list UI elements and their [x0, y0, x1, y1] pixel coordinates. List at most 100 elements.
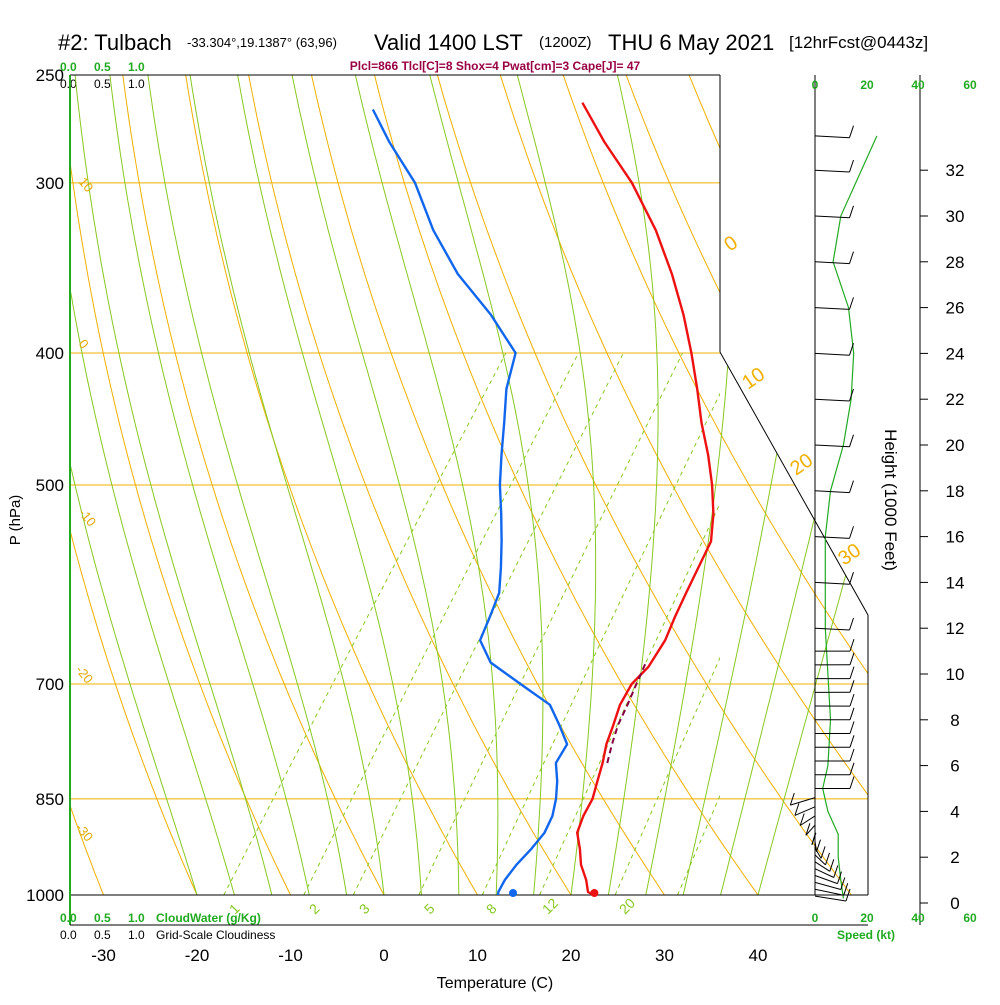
speed-tick-bottom-20: 20 [860, 911, 874, 925]
isobar-lines [70, 75, 868, 895]
wind-barb [815, 628, 850, 630]
speed-tick-top-60: 60 [963, 78, 977, 92]
parcel-line [607, 663, 646, 764]
mixing-ratio-label-5: 5 [421, 900, 438, 917]
height-tick-0: 0 [950, 894, 959, 913]
wind-barb [815, 136, 850, 138]
dewpoint-line [373, 110, 567, 896]
mixing-ratio-label-12: 12 [539, 895, 561, 917]
plot-frame [70, 75, 868, 925]
dry-adiabat-right-label-1: 10 [738, 363, 769, 394]
dry-adiabat-line [306, 51, 664, 895]
height-tick-8: 8 [950, 711, 959, 730]
temperature-tick-10: 10 [468, 946, 487, 965]
scale-bottom-black-0: 0.0 [60, 928, 77, 942]
station-title: #2: Tulbach [58, 30, 172, 55]
sounding-lines [373, 103, 714, 895]
wind-barbs [790, 126, 854, 901]
wind-barb [815, 889, 844, 895]
dry-adiabat-line [493, 51, 945, 895]
height-tick-22: 22 [946, 390, 965, 409]
wind-barb [815, 170, 850, 172]
pressure-tick-250: 250 [36, 66, 64, 85]
dry-adiabat-label-1: 0 [76, 336, 92, 351]
mixing-ratio-line [353, 353, 623, 895]
zulu-time: (1200Z) [539, 34, 592, 51]
pressure-tick-1000: 1000 [26, 886, 64, 905]
pressure-tick-850: 850 [36, 790, 64, 809]
bottom-scale: 0.0 0.5 1.0 CloudWater (g/Kg) 0.0 0.5 1.… [60, 911, 275, 942]
dry-adiabat-line [555, 51, 1000, 895]
dry-adiabat-line [182, 51, 478, 895]
scale-bottom-black-1: 0.5 [94, 928, 111, 942]
mixing-ratio-line [419, 353, 683, 895]
wind-barb-flag [850, 680, 854, 692]
mixing-ratio-label-20: 20 [616, 895, 638, 917]
height-tick-28: 28 [946, 253, 965, 272]
pressure-tick-400: 400 [36, 344, 64, 363]
height-tick-20: 20 [946, 436, 965, 455]
temperature-tick-0: 0 [379, 946, 388, 965]
wind-barb [815, 399, 850, 401]
mixing-ratio-line [615, 353, 859, 895]
dry-adiabat-right-label-3: 30 [834, 539, 865, 570]
scale-top-black-1: 0.5 [94, 77, 111, 91]
wind-barb-flag [850, 667, 854, 679]
wind-barb [815, 353, 850, 355]
wind-barb-flag [850, 126, 854, 138]
wind-barb-flag [850, 526, 854, 538]
height-tick-14: 14 [946, 573, 965, 592]
scale-top-green-1: 0.5 [94, 60, 111, 74]
scale-bottom-green-1: 0.5 [94, 911, 111, 925]
wind-barb [815, 262, 850, 264]
dry-adiabat-right-label-0: 0 [720, 232, 742, 256]
height-tick-24: 24 [946, 344, 965, 363]
mixing-ratio-line [678, 353, 915, 895]
dry-adiabat-line [0, 51, 197, 895]
height-tick-32: 32 [946, 161, 965, 180]
wind-barb [795, 807, 815, 816]
pressure-axis-label: P (hPa) [7, 495, 24, 546]
temperature-tick-30: 30 [655, 946, 674, 965]
wind-barb-flag [850, 618, 854, 630]
station-coords: -33.304°,19.1387° (63,96) [187, 35, 337, 50]
scale-bottom-green-0: 0.0 [60, 911, 77, 925]
wind-speed-line [823, 136, 877, 899]
cloudwater-label: CloudWater (g/Kg) [156, 911, 261, 925]
mixing-ratio-label-8: 8 [483, 900, 500, 917]
mixing-ratio-line [224, 353, 506, 895]
speed-tick-bottom-0: 0 [812, 911, 819, 925]
dry-adiabat-label-0: 10 [76, 174, 97, 195]
speed-tick-bottom-40: 40 [911, 911, 925, 925]
wind-barb-flag [850, 749, 854, 761]
scale-top-black-2: 1.0 [128, 77, 145, 91]
dry-adiabat-label-3: -20 [73, 662, 97, 686]
dry-adiabat-line [58, 51, 291, 895]
wind-barb [815, 445, 850, 447]
scale-bottom-black-2: 1.0 [128, 928, 145, 942]
dry-adiabat-right-label-2: 20 [786, 449, 817, 480]
height-axis-label: Height (1000 Feet) [881, 429, 900, 571]
wind-barb [815, 491, 850, 493]
dry-adiabat-label-2: -10 [76, 505, 100, 529]
wind-barb [815, 216, 850, 218]
wind-barb [815, 308, 850, 310]
height-tick-6: 6 [950, 757, 959, 776]
mixing-ratio-label-3: 3 [356, 900, 373, 917]
temperature-tick--10: -10 [278, 946, 303, 965]
height-tick-4: 4 [950, 802, 959, 821]
height-tick-18: 18 [946, 482, 965, 501]
scale-top-green-2: 1.0 [128, 60, 145, 74]
pressure-tick-300: 300 [36, 174, 64, 193]
dry-adiabat-line [120, 51, 384, 895]
height-tick-16: 16 [946, 528, 965, 547]
forecast-label: [12hrFcst@0443z] [789, 33, 928, 52]
speed-tick-top-0: 0 [812, 78, 819, 92]
